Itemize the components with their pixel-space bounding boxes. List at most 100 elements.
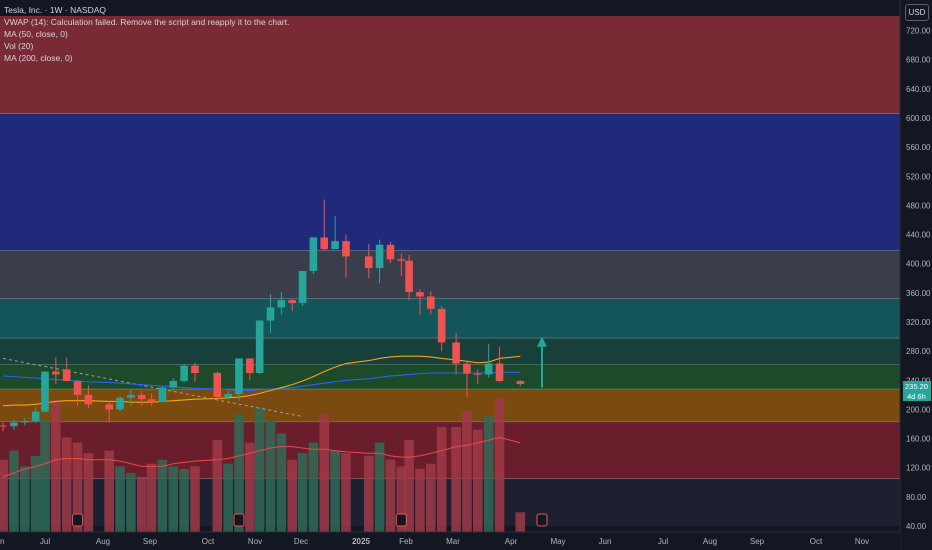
volume-bar	[473, 429, 483, 532]
y-tick-label: 360.00	[906, 289, 931, 298]
price-axis	[900, 0, 932, 550]
candle-body	[10, 422, 18, 427]
candle	[309, 236, 318, 274]
candle-body	[386, 244, 395, 260]
y-tick-label: 720.00	[906, 27, 931, 36]
volume-bar	[190, 466, 200, 532]
candle	[52, 356, 60, 384]
candle-body	[484, 363, 493, 375]
x-tick-label: Sep	[143, 537, 158, 546]
volume-bar	[396, 466, 407, 532]
candle-body	[516, 381, 525, 384]
volume-bar	[179, 468, 189, 532]
candle	[474, 369, 482, 384]
volume-bar	[245, 442, 255, 532]
volume-legend[interactable]: Vol (20)	[4, 41, 34, 51]
candle-body	[41, 371, 49, 412]
zone-band-0	[0, 15, 900, 114]
volume-bar	[20, 466, 30, 532]
earnings-marker	[536, 513, 548, 527]
x-tick-label: Jun	[0, 537, 4, 546]
y-tick-label: 200.00	[906, 405, 931, 414]
candle-body	[416, 292, 424, 297]
volume-bar	[404, 440, 414, 532]
price-badge	[903, 381, 931, 391]
volume-bar	[254, 407, 265, 532]
zone-band-4	[0, 338, 900, 365]
candle-body	[0, 425, 7, 427]
candle	[158, 386, 167, 403]
candle-body	[127, 394, 135, 398]
candle	[191, 362, 199, 382]
volume-bar	[83, 453, 94, 532]
candle	[405, 254, 413, 301]
candle-body	[405, 260, 413, 293]
candle-body	[137, 394, 146, 400]
earnings-marker	[72, 513, 84, 527]
candle	[277, 292, 286, 315]
x-tick-label: Nov	[248, 537, 262, 546]
volume-bar	[51, 400, 61, 532]
y-tick-label: 320.00	[906, 318, 931, 327]
candle	[116, 396, 124, 412]
x-tick-label: Oct	[202, 537, 215, 546]
earnings-marker	[233, 513, 245, 527]
candle	[298, 270, 307, 306]
y-tick-label: 680.00	[906, 56, 931, 65]
candle	[137, 391, 146, 406]
candle	[213, 371, 222, 400]
volume-bar	[61, 437, 72, 532]
volume-bar	[146, 463, 157, 532]
candle	[437, 305, 446, 352]
candle	[331, 216, 339, 250]
x-tick-label: Sep	[750, 537, 765, 546]
volume-bar	[341, 453, 351, 532]
volume-bar	[385, 459, 396, 532]
volume-bar	[297, 453, 308, 532]
volume-bar	[0, 459, 8, 532]
volume-bar	[494, 398, 505, 532]
candle-body	[147, 399, 156, 403]
ma200-legend[interactable]: MA (200, close, 0)	[4, 53, 73, 63]
y-tick-label: 640.00	[906, 85, 931, 94]
x-tick-label: 2025	[352, 537, 370, 546]
candle	[41, 371, 49, 413]
volume-bar	[515, 512, 526, 532]
volume-bar	[40, 420, 50, 532]
candle	[288, 298, 296, 312]
ma50-legend[interactable]: MA (50, close, 0)	[4, 29, 68, 39]
candle	[342, 234, 350, 278]
volume-bar	[30, 455, 41, 532]
candle	[452, 332, 460, 375]
volume-bar	[157, 459, 168, 532]
candle-body	[364, 256, 373, 269]
zone-band-3	[0, 298, 900, 339]
y-tick-label: 560.00	[906, 143, 931, 152]
candle	[147, 393, 156, 406]
candle	[516, 380, 525, 387]
currency-button[interactable]: USD	[905, 4, 929, 21]
zone-band-1	[0, 113, 900, 251]
volume-bar	[168, 466, 179, 532]
candle-body	[31, 411, 40, 422]
symbol-title[interactable]: Tesla, Inc. · 1W · NASDAQ	[4, 5, 107, 15]
y-tick-label: 80.00	[906, 493, 927, 502]
earnings-marker	[395, 513, 407, 527]
x-tick-label: Dec	[294, 537, 308, 546]
x-tick-label: Apr	[505, 537, 518, 546]
candle	[320, 199, 329, 251]
candle-body	[309, 237, 318, 271]
candle	[246, 358, 254, 381]
volume-bar	[115, 466, 125, 532]
x-tick-label: Nov	[855, 537, 869, 546]
candle	[375, 239, 384, 284]
x-tick-label: Feb	[399, 537, 413, 546]
candle	[427, 291, 435, 315]
vwap-legend[interactable]: VWAP (14): Calculation failed. Remove th…	[4, 17, 290, 27]
y-tick-label: 280.00	[906, 347, 931, 356]
y-tick-label: 400.00	[906, 260, 931, 269]
x-tick-label: Aug	[96, 537, 110, 546]
y-tick-label: 600.00	[906, 114, 931, 123]
